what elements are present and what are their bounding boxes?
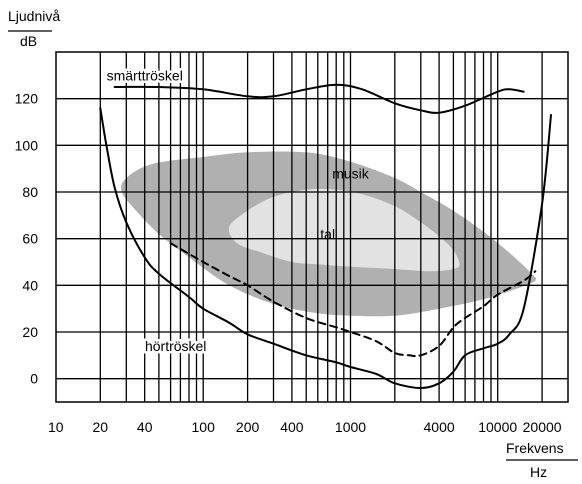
x-tick-label-20: 20 <box>93 419 109 435</box>
y-tick-label-40: 40 <box>22 277 38 293</box>
annotation-hörtröskel: hörtröskel <box>145 338 206 354</box>
y-axis-unit: dB <box>20 33 37 49</box>
annotation-smärttröskel: smärttröskel <box>107 67 183 83</box>
series-layer <box>99 83 552 389</box>
x-tick-label-40: 40 <box>137 419 153 435</box>
x-tick-label-400: 400 <box>280 419 304 435</box>
x-axis-unit: Hz <box>530 464 547 480</box>
y-tick-label-60: 60 <box>22 231 38 247</box>
x-tick-label-10: 10 <box>48 419 64 435</box>
x-tick-label-10000: 10000 <box>478 419 517 435</box>
y-tick-label-0: 0 <box>30 371 38 387</box>
y-tick-label-100: 100 <box>15 137 39 153</box>
annotation-musik: musik <box>332 165 370 181</box>
y-axis-label: Ljudnivå <box>8 8 60 24</box>
x-tick-label-1000: 1000 <box>335 419 366 435</box>
y-tick-label-80: 80 <box>22 184 38 200</box>
annotation-tal: tal <box>320 226 335 242</box>
x-axis-label: Frekvens <box>506 440 564 456</box>
y-tick-labels: 0 20 40 60 80 100 120 <box>15 91 39 387</box>
x-tick-label-20000: 20000 <box>523 419 562 435</box>
y-tick-label-120: 120 <box>15 91 39 107</box>
plot-frame <box>55 51 569 403</box>
x-tick-label-100: 100 <box>192 419 216 435</box>
series-smärttröskel <box>113 83 525 114</box>
y-tick-label-20: 20 <box>22 324 38 340</box>
annotations-layer: smärttröskel musik tal hörtröskel <box>104 65 370 357</box>
series-line-2 <box>169 242 537 358</box>
x-tick-labels: 10 20 40 100 200 400 1000 4000 10000 20000 <box>48 419 562 435</box>
x-tick-label-200: 200 <box>236 419 260 435</box>
series-hörtröskel <box>99 107 552 389</box>
x-tick-label-4000: 4000 <box>424 419 455 435</box>
